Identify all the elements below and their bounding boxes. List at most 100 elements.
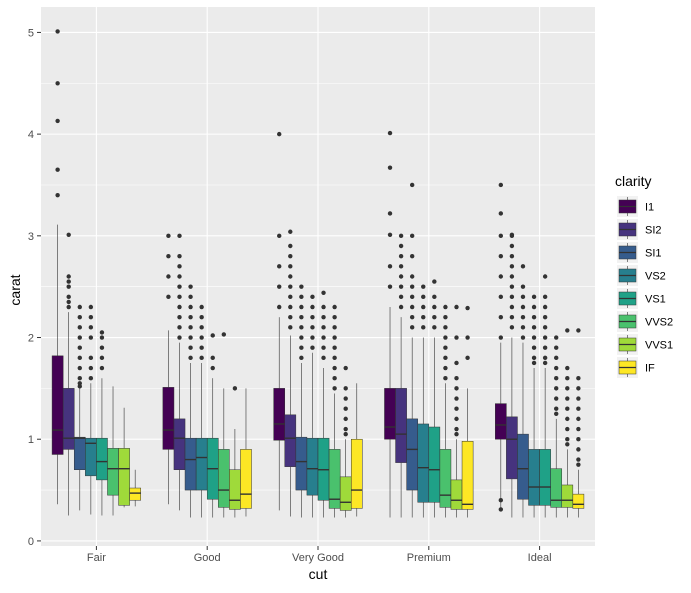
box-i1 <box>273 131 286 511</box>
outlier-point <box>520 314 526 320</box>
legend-item-vvs1: VVS1 <box>617 334 673 355</box>
outlier-point <box>188 355 193 361</box>
outlier-point <box>542 304 548 310</box>
outlier-point <box>199 325 204 330</box>
box-vvs2 <box>439 304 452 518</box>
outlier-point <box>398 274 404 279</box>
outlier-point <box>454 396 459 401</box>
outlier-point <box>576 396 581 401</box>
outlier-point <box>509 274 515 279</box>
outlier-point <box>432 314 437 320</box>
outlier-point <box>88 355 94 361</box>
box-vs1 <box>206 333 219 518</box>
outlier-point <box>387 211 393 216</box>
grid-major <box>41 7 595 546</box>
outlier-point <box>310 335 315 340</box>
box-iqr <box>561 484 574 508</box>
box-vs1 <box>428 279 441 518</box>
outlier-point <box>177 253 182 259</box>
outlier-point <box>576 437 581 442</box>
box-group-good <box>162 233 252 518</box>
outlier-point <box>398 304 404 310</box>
outlier-point <box>509 264 515 269</box>
outlier-point <box>498 294 504 300</box>
outlier-point <box>343 365 348 371</box>
x-tick-label: Very Good <box>292 552 344 564</box>
outlier-point <box>443 325 448 330</box>
outlier-point <box>520 304 526 310</box>
box-if <box>572 328 585 518</box>
box-si2 <box>173 233 186 511</box>
outlier-point <box>387 130 393 136</box>
outlier-point <box>509 294 515 300</box>
outlier-point <box>409 182 415 188</box>
outlier-point <box>77 314 82 320</box>
outlier-point <box>576 416 581 422</box>
outlier-point <box>299 314 304 320</box>
outlier-point <box>55 167 60 172</box>
outlier-point <box>332 365 337 371</box>
box-vvs1 <box>118 407 130 508</box>
outlier-point <box>166 233 171 239</box>
outlier-point <box>332 355 337 361</box>
outlier-point <box>88 365 94 371</box>
outlier-point <box>77 304 82 310</box>
outlier-point <box>343 416 348 422</box>
outlier-point <box>531 325 537 330</box>
outlier-point <box>66 284 71 289</box>
outlier-point <box>409 253 415 259</box>
box-iqr <box>295 436 308 491</box>
outlier-point <box>509 232 515 238</box>
y-tick-label: 1 <box>28 434 34 446</box>
outlier-point <box>542 355 548 361</box>
outlier-point <box>66 304 71 310</box>
outlier-point <box>321 355 326 361</box>
box-vvs1 <box>450 304 463 518</box>
outlier-point <box>55 192 60 198</box>
outlier-point <box>387 232 393 238</box>
box-iqr <box>350 438 363 509</box>
box-i1 <box>384 130 396 518</box>
outlier-point <box>554 375 559 381</box>
y-tick-label: 0 <box>28 536 34 548</box>
outlier-point <box>576 386 581 391</box>
outlier-point <box>520 335 526 340</box>
box-iqr <box>528 449 540 506</box>
box-group-very-good <box>273 131 363 518</box>
outlier-point <box>288 264 293 269</box>
outlier-point <box>288 304 293 310</box>
box-vvs2 <box>107 386 119 516</box>
outlier-point <box>409 304 415 310</box>
outlier-point <box>343 406 348 411</box>
outlier-point <box>199 314 204 320</box>
box-iqr <box>439 449 452 508</box>
outlier-point <box>554 386 559 391</box>
outlier-point <box>166 294 171 300</box>
outlier-point <box>498 274 504 279</box>
outlier-point <box>498 211 504 216</box>
outlier-point <box>177 233 182 239</box>
box-iqr <box>539 449 551 506</box>
outlier-point <box>88 314 94 320</box>
outlier-point <box>565 437 570 442</box>
outlier-point <box>99 335 105 340</box>
box-i1 <box>162 233 175 505</box>
legend-label: VVS1 <box>645 340 673 352</box>
outlier-point <box>299 345 304 350</box>
legend-label: VS1 <box>645 294 666 306</box>
outlier-point <box>66 294 71 300</box>
outlier-point <box>454 360 459 366</box>
x-tick-label: Premium <box>407 552 451 564</box>
outlier-point <box>88 375 94 381</box>
box-si1 <box>406 182 418 518</box>
outlier-point <box>542 294 548 300</box>
box-group-fair <box>51 29 141 516</box>
outlier-point <box>310 345 315 350</box>
outlier-point <box>77 375 82 381</box>
outlier-point <box>343 396 348 401</box>
box-vvs1 <box>339 365 352 518</box>
box-vs2 <box>417 284 430 518</box>
box-iqr <box>218 449 230 508</box>
outlier-point <box>210 333 215 338</box>
outlier-point <box>199 335 204 340</box>
